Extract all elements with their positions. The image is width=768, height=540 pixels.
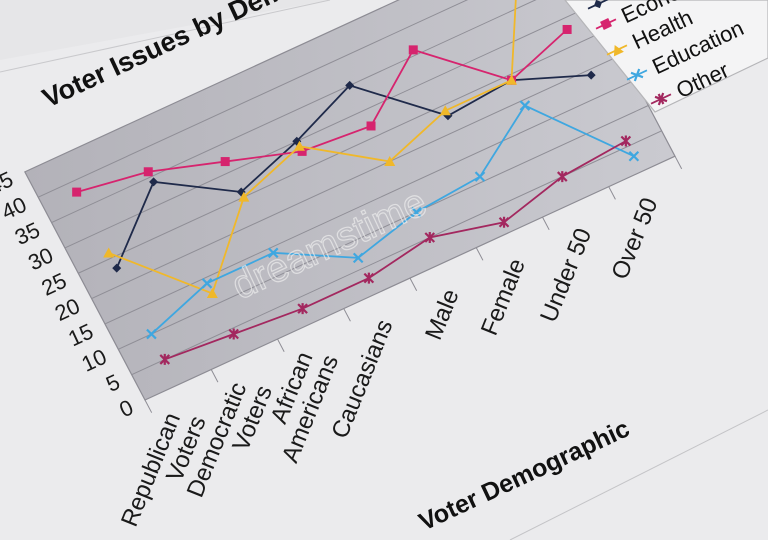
data-point-marker [411,206,422,218]
data-point-marker [345,80,355,90]
data-point-marker [498,216,510,228]
data-point-marker [112,263,122,273]
legend-marker-icon [654,92,668,106]
data-point-marker [439,105,451,116]
paper-edge-line-bottom [509,409,768,540]
legend-item [587,0,609,10]
data-point-marker [228,328,239,340]
x-tick [144,399,153,413]
data-point-marker [384,155,396,166]
gridline [131,130,662,376]
x-tick [210,369,219,383]
data-point-marker [149,177,159,187]
data-point-marker [159,353,171,365]
data-point-marker [519,100,531,111]
series-line [108,0,517,295]
legend-marker-icon [630,68,644,82]
x-tick [608,186,616,200]
series-health [103,0,518,298]
data-point-marker [297,146,307,156]
data-point-marker [238,191,250,202]
legend-marker-icon [613,45,624,57]
data-point-marker [143,167,153,177]
legend-marker-icon [600,18,612,30]
gridline [104,79,636,325]
data-point-marker [220,157,230,167]
data-point-marker [586,70,596,80]
series-layer [72,0,640,365]
gridline [64,3,596,249]
data-point-marker [72,187,82,197]
paper-edge-line [0,0,331,73]
x-tick [475,247,484,261]
data-point-marker [293,140,305,151]
data-point-marker [562,24,572,34]
series-line [76,28,568,193]
gridline [78,28,609,274]
data-point-marker [363,272,375,284]
data-point-marker [103,247,115,258]
x-tick [277,338,285,352]
gridline [118,105,649,350]
x-tick [409,277,418,292]
legend-box [564,0,768,113]
series-education [146,100,640,340]
data-point-marker [506,74,518,85]
gridline [91,54,622,300]
x-tick [674,155,683,170]
series-other [159,135,632,365]
legend-marker-icon [593,0,603,9]
gridline [51,0,537,224]
legend: EconomyHealthEducationOther [564,0,768,113]
data-point-marker [408,45,418,55]
data-point-marker [146,328,157,340]
series-line [150,104,635,335]
data-point-marker [267,247,279,259]
data-point-marker [366,121,376,131]
data-point-marker [556,171,568,183]
data-point-marker [352,252,364,264]
gridline [37,0,469,198]
data-point-marker [424,232,436,244]
data-point-marker [474,171,486,182]
x-tick [542,216,550,231]
series-line [115,74,592,269]
x-tick [343,308,351,322]
data-point-marker [628,150,640,162]
series-line [164,140,627,361]
data-point-marker [297,303,308,315]
data-point-marker [620,135,632,147]
data-point-marker [206,287,218,298]
data-point-marker [201,278,213,289]
